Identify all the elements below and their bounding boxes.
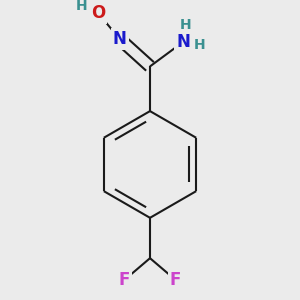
- Text: H: H: [194, 38, 206, 52]
- Text: H: H: [180, 18, 192, 32]
- Text: N: N: [176, 33, 190, 51]
- Text: F: F: [170, 271, 181, 289]
- Text: H: H: [76, 0, 87, 13]
- Text: O: O: [91, 4, 105, 22]
- Text: F: F: [119, 271, 130, 289]
- Text: N: N: [113, 30, 127, 48]
